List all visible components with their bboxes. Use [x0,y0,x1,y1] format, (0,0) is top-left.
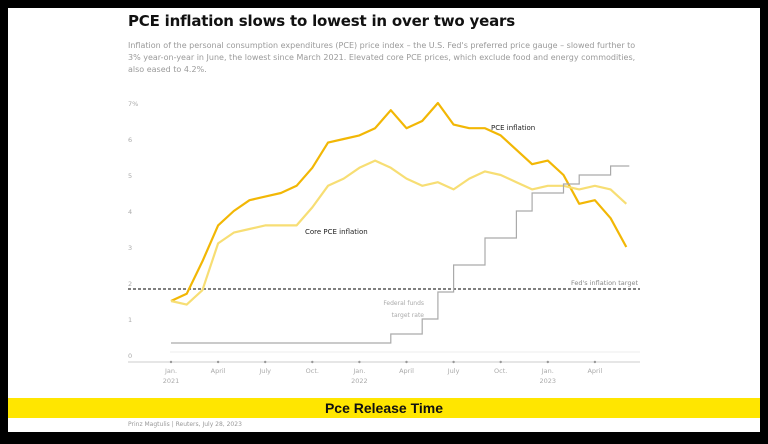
x-tick-label: Oct. [306,367,319,375]
fed-funds-label-line1: Federal funds [383,300,424,307]
y-tick-label: 3 [128,244,132,252]
x-tick-label: April [211,367,226,375]
fed-funds-line [171,165,630,344]
y-tick-label: 0 [128,352,132,360]
x-tick-label: April [587,367,602,375]
x-tick [546,360,549,364]
x-tick [452,360,455,364]
y-tick-label: 1 [128,316,132,324]
y-tick-label: 2 [128,280,132,288]
y-tick-label: 7% [128,100,138,108]
x-tick-label-year: 2021 [163,377,180,385]
y-tick-label: 6 [128,136,132,144]
x-tick-label: Jan. [541,367,554,375]
x-tick [311,360,314,364]
x-tick-label: Jan. [352,367,365,375]
pce-line [170,101,628,302]
chart-frame [8,8,760,432]
x-tick [405,360,408,364]
x-tick [593,360,597,364]
x-tick-label-year: 2022 [351,377,368,385]
y-tick-label: 4 [128,208,132,216]
x-tick [264,360,267,364]
caption-banner: Pce Release Time [8,398,760,418]
x-tick-label: July [258,367,271,375]
chart-subtitle: Inflation of the personal consumption ex… [128,41,636,74]
fed-target-label: Fed's inflation target [571,279,638,287]
pce-series-label: PCE inflation [491,124,535,132]
x-tick-label: Oct. [494,367,507,375]
core-pce-line [170,159,628,306]
fed-funds-label-line2: target rate [392,312,425,319]
x-tick-label: April [399,367,414,375]
core-pce-series-label: Core PCE inflation [305,228,368,236]
x-tick [169,360,173,364]
x-tick [216,360,220,364]
x-tick [499,360,502,364]
source-credit: Prinz Magtulis | Reuters, July 28, 2023 [128,421,242,428]
y-tick-label: 5 [128,172,132,180]
x-tick-label: Jan. [164,367,177,375]
chart-title: PCE inflation slows to lowest in over tw… [128,12,515,30]
x-tick-label-year: 2023 [540,377,557,385]
x-tick-label: July [447,367,460,375]
x-tick [358,360,361,364]
